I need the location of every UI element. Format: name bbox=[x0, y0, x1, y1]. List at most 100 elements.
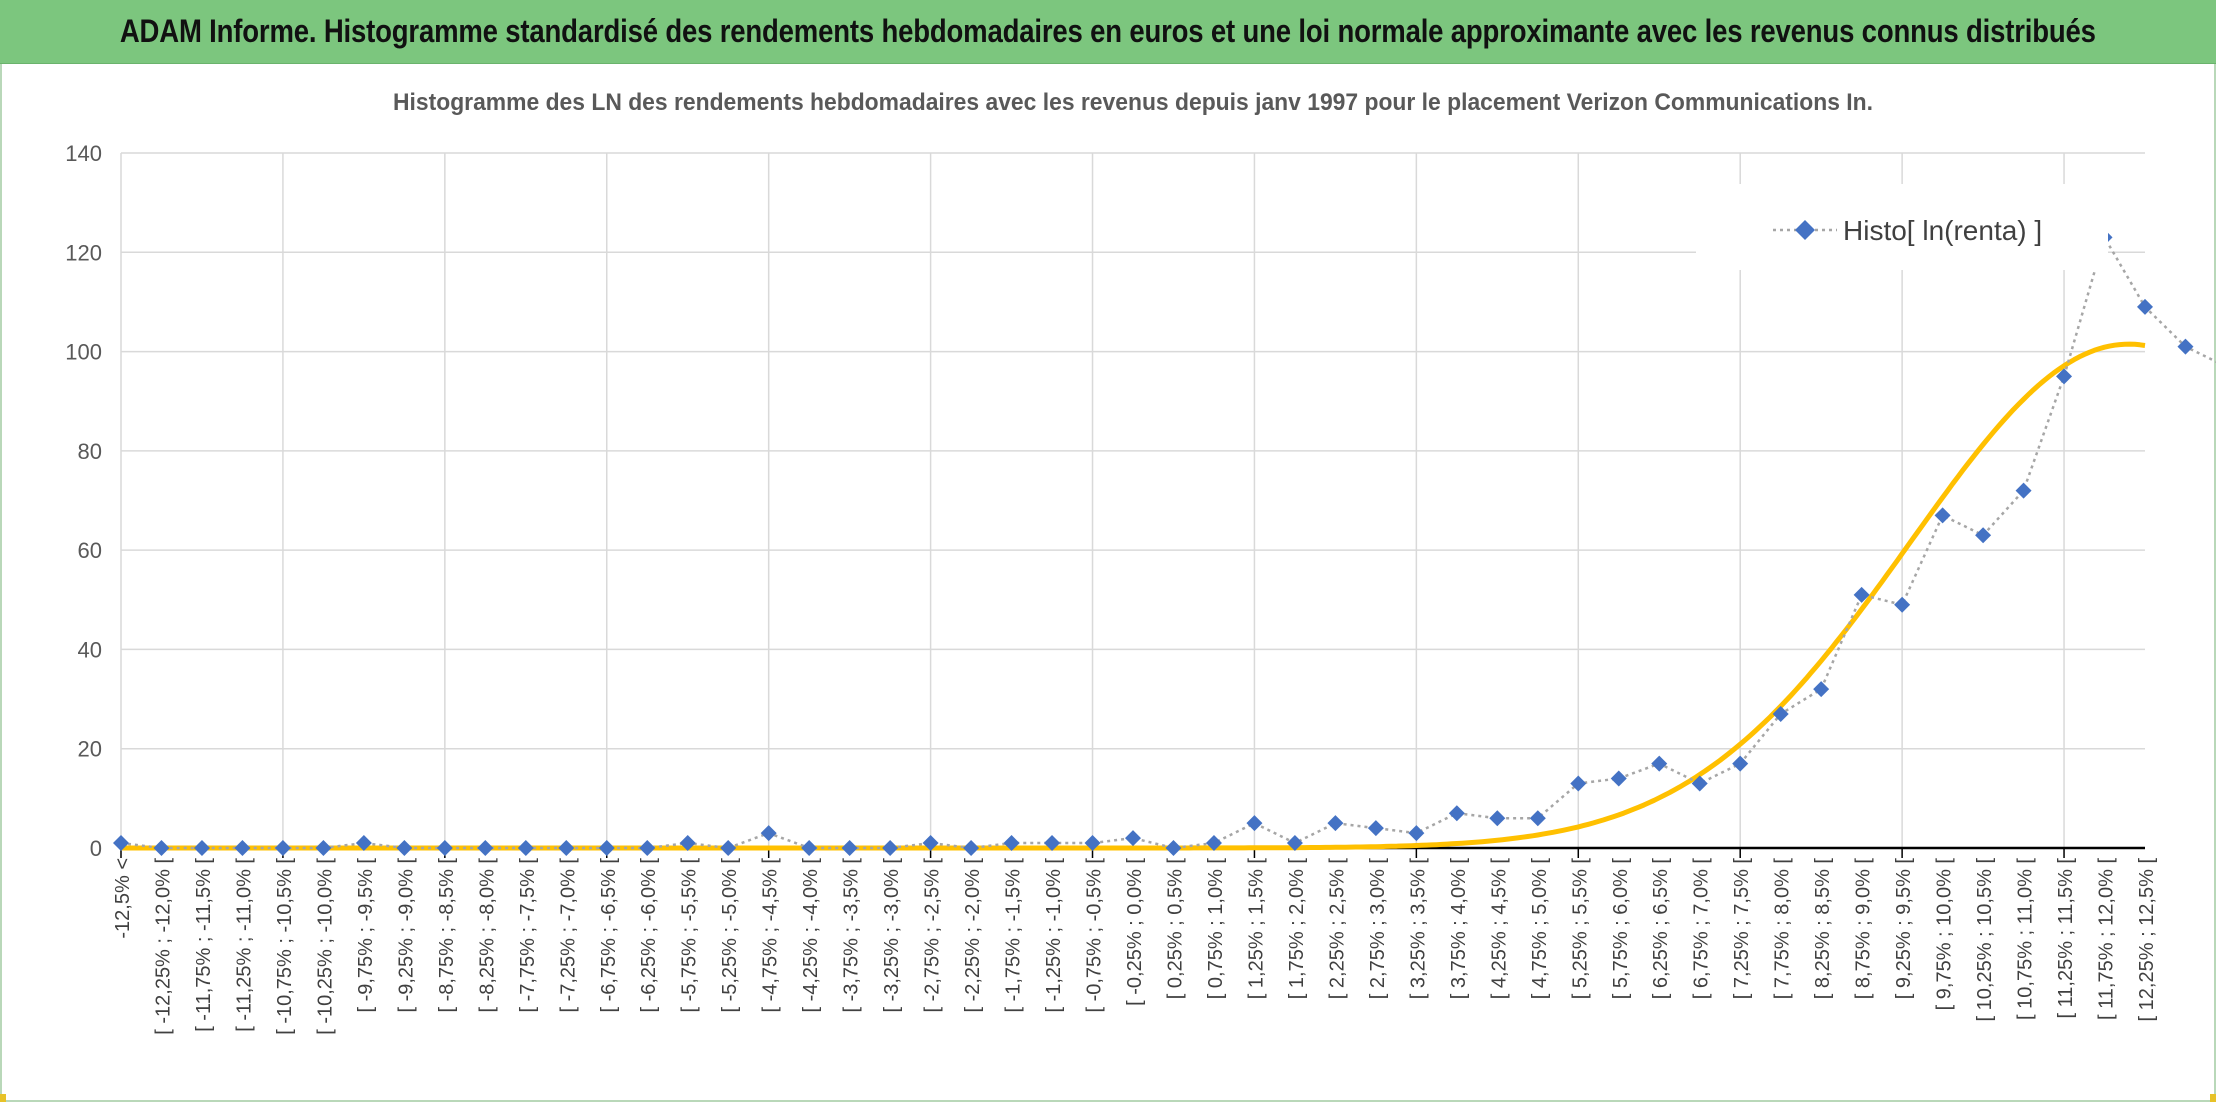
histogram-point bbox=[720, 840, 737, 856]
x-tick-label: [ 3,25% ; 3,5% [ bbox=[1407, 858, 1429, 1000]
histogram-point bbox=[2177, 338, 2194, 355]
legend-label: Histo[ ln(renta) ] bbox=[1843, 215, 2042, 246]
chart-title: Histogramme des LN des rendements hebdom… bbox=[393, 89, 1873, 116]
histogram-point bbox=[1327, 815, 1344, 832]
y-tick-label: 120 bbox=[65, 240, 102, 265]
histogram-point bbox=[1934, 507, 1951, 524]
x-tick-label: -12,5% < bbox=[112, 858, 134, 939]
histogram-point bbox=[1003, 835, 1020, 852]
histogram-point bbox=[113, 835, 129, 852]
legend: Histo[ ln(renta) ] bbox=[1696, 184, 2108, 270]
y-tick-label: 40 bbox=[78, 637, 102, 662]
histogram-point bbox=[193, 840, 210, 856]
histogram-point bbox=[1975, 527, 1992, 544]
histogram-point bbox=[2015, 482, 2032, 499]
histogram-point bbox=[1044, 835, 1061, 852]
histogram-point bbox=[679, 835, 696, 852]
histogram-chart: Histogramme des LN des rendements hebdom… bbox=[65, 89, 2216, 1035]
corner-mark bbox=[2210, 1094, 2216, 1102]
x-tick-label: [ 6,75% ; 7,0% [ bbox=[1691, 858, 1713, 1000]
y-tick-label: 100 bbox=[65, 340, 102, 365]
histogram-point bbox=[1894, 596, 1911, 613]
histogram-point bbox=[1205, 835, 1222, 852]
x-tick-label: [ 2,25% ; 2,5% [ bbox=[1326, 858, 1348, 1000]
x-tick-label: [ 1,25% ; 1,5% [ bbox=[1245, 858, 1267, 1000]
legend-box bbox=[1696, 184, 2108, 270]
x-tick-label: [ -10,25% ; -10,0% [ bbox=[314, 858, 336, 1035]
x-tick-label: [ 0,25% ; 0,5% [ bbox=[1164, 858, 1186, 1000]
x-tick-label: [ -2,75% ; -2,5% [ bbox=[922, 858, 944, 1013]
x-tick-label: [ 7,75% ; 8,0% [ bbox=[1772, 858, 1794, 1000]
histogram-point bbox=[1529, 810, 1546, 827]
histogram-point bbox=[436, 840, 453, 856]
x-tick-label: [ 12,25% ; 12,5% [ bbox=[2136, 858, 2158, 1022]
y-tick-label: 80 bbox=[78, 439, 102, 464]
legend-marker bbox=[1795, 220, 1815, 240]
histogram-point bbox=[1570, 775, 1587, 792]
x-tick-label: [ -0,25% ; 0,0% [ bbox=[1124, 858, 1146, 1006]
histogram-point bbox=[1853, 586, 1870, 603]
x-tick-label: [ 0,75% ; 1,0% [ bbox=[1205, 858, 1227, 1000]
x-tick-label: [ -1,25% ; -1,0% [ bbox=[1043, 858, 1065, 1013]
x-tick-label: [ -7,75% ; -7,5% [ bbox=[517, 858, 539, 1013]
y-tick-label: 60 bbox=[78, 538, 102, 563]
histogram-point bbox=[801, 840, 818, 856]
histogram-point bbox=[517, 840, 534, 856]
x-tick-label: [ 7,25% ; 7,5% [ bbox=[1731, 858, 1753, 1000]
histogram-point bbox=[558, 840, 575, 856]
normal-curve bbox=[121, 341, 2146, 851]
x-tick-label: [ -7,25% ; -7,0% [ bbox=[557, 858, 579, 1013]
x-tick-label: [ -11,75% ; -11,5% [ bbox=[193, 858, 215, 1032]
x-tick-label: [ -9,25% ; -9,0% [ bbox=[395, 858, 417, 1013]
x-tick-label: [ 1,75% ; 2,0% [ bbox=[1286, 858, 1308, 1000]
x-tick-label: [ -0,75% ; -0,5% [ bbox=[1084, 858, 1106, 1013]
histogram-point bbox=[1125, 830, 1141, 847]
x-tick-label: [ -4,75% ; -4,5% [ bbox=[760, 858, 782, 1013]
histogram-point bbox=[2137, 298, 2153, 315]
histogram-point bbox=[153, 840, 170, 856]
histogram-point bbox=[963, 840, 980, 856]
x-tick-label: [ -6,75% ; -6,5% [ bbox=[598, 858, 620, 1013]
histogram-point bbox=[477, 840, 494, 856]
histogram-point bbox=[760, 825, 777, 842]
x-tick-label: [ 9,25% ; 9,5% [ bbox=[1893, 858, 1915, 1000]
x-tick-label: [ 2,75% ; 3,0% [ bbox=[1367, 858, 1389, 1000]
x-tick-label: [ 10,75% ; 11,0% [ bbox=[2015, 858, 2037, 1020]
x-tick-label: [ -8,25% ; -8,0% [ bbox=[476, 858, 498, 1013]
histogram-point bbox=[234, 840, 251, 856]
x-tick-label: [ 5,75% ; 6,0% [ bbox=[1610, 858, 1632, 1000]
x-tick-label: [ 3,75% ; 4,0% [ bbox=[1448, 858, 1470, 1000]
x-tick-label: [ -6,25% ; -6,0% [ bbox=[638, 858, 660, 1013]
histogram-point bbox=[1772, 705, 1789, 722]
x-tick-label: [ -10,75% ; -10,5% [ bbox=[274, 858, 296, 1035]
histogram-point bbox=[1286, 835, 1303, 852]
histogram-point bbox=[1489, 810, 1506, 827]
histogram-point bbox=[1610, 770, 1627, 787]
histogram-point bbox=[274, 840, 291, 856]
x-tick-label: [ 8,75% ; 9,0% [ bbox=[1853, 858, 1875, 1000]
x-tick-label: [ -3,75% ; -3,5% [ bbox=[841, 858, 863, 1013]
x-tick-label: [ 10,25% ; 10,5% [ bbox=[1974, 858, 1996, 1022]
histogram-point bbox=[2056, 368, 2073, 385]
x-tick-label: [ -5,75% ; -5,5% [ bbox=[679, 858, 701, 1013]
x-tick-label: [ -4,25% ; -4,0% [ bbox=[800, 858, 822, 1013]
histogram-point bbox=[922, 835, 939, 852]
histogram-point bbox=[1084, 835, 1101, 852]
x-tick-label: [ 11,75% ; 12,0% [ bbox=[2096, 858, 2118, 1020]
histogram-point bbox=[1408, 825, 1425, 842]
x-tick-label: [ -1,75% ; -1,5% [ bbox=[1003, 858, 1025, 1013]
report-title: ADAM Informe. Histogramme standardisé de… bbox=[120, 13, 2096, 49]
x-tick-label: [ -5,25% ; -5,0% [ bbox=[719, 858, 741, 1013]
histogram-point bbox=[1448, 805, 1465, 822]
x-tick-label: [ 5,25% ; 5,5% [ bbox=[1569, 858, 1591, 1000]
histogram-point bbox=[1246, 815, 1263, 832]
x-tick-label: [ 4,25% ; 4,5% [ bbox=[1488, 858, 1510, 1000]
histogram-point bbox=[1367, 820, 1384, 837]
x-tick-label: [ -11,25% ; -11,0% [ bbox=[233, 858, 255, 1032]
y-tick-label: 140 bbox=[65, 141, 102, 166]
x-tick-label: [ 8,25% ; 8,5% [ bbox=[1812, 858, 1834, 1000]
histogram-point bbox=[598, 840, 615, 856]
histogram-point bbox=[315, 840, 332, 856]
x-tick-label: [ -12,25% ; -12,0% [ bbox=[152, 858, 174, 1035]
histogram-point bbox=[639, 840, 656, 856]
